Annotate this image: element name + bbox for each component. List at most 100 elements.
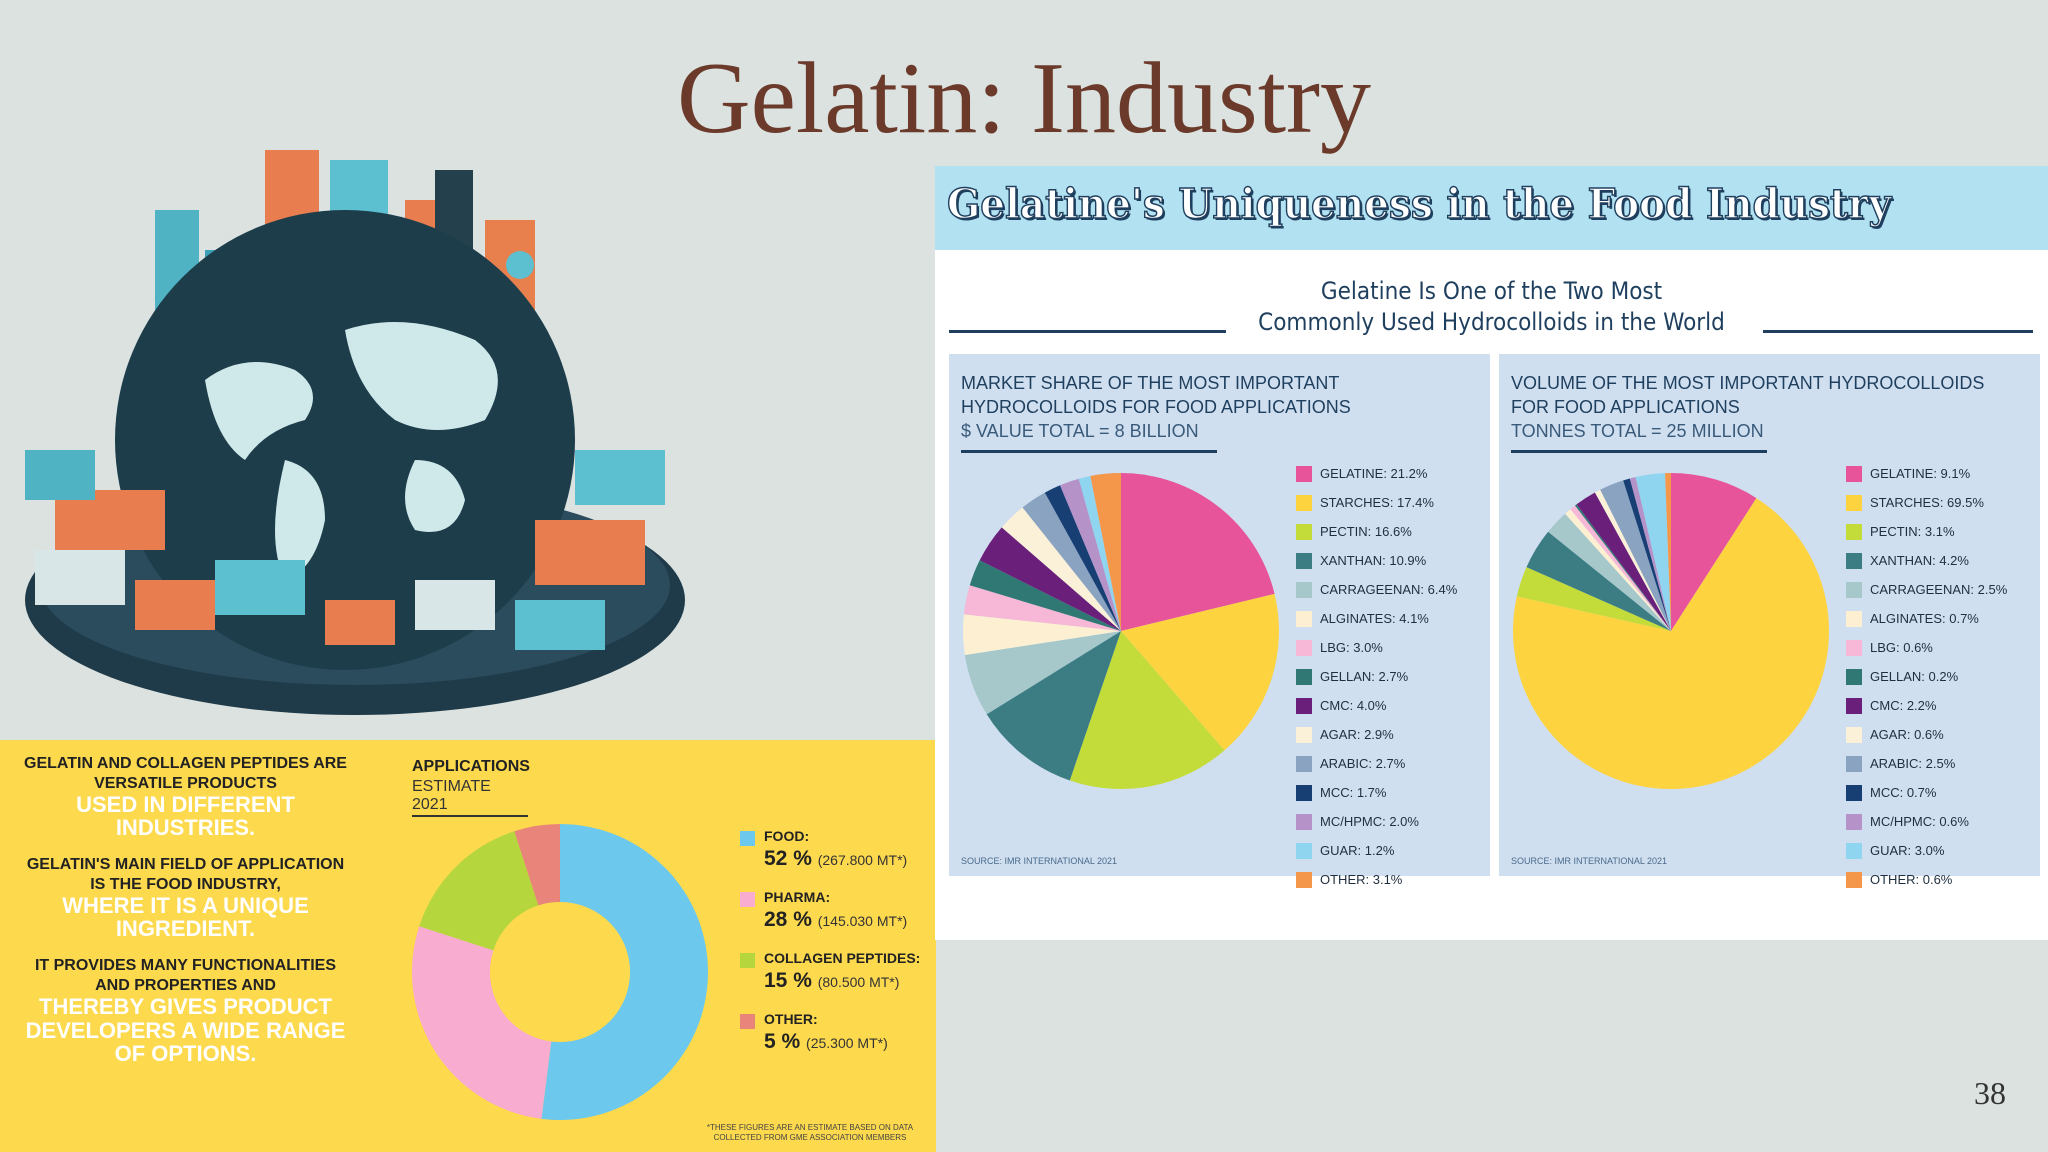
legend-item: MCC: 1.7% bbox=[1296, 785, 1457, 814]
legend-swatch bbox=[740, 892, 755, 907]
description-highlight-text: THEREBY GIVES PRODUCT DEVELOPERS A WIDE … bbox=[25, 994, 346, 1066]
legend-label: LBG: 3.0% bbox=[1320, 640, 1383, 655]
legend-swatch bbox=[1846, 466, 1862, 482]
pie-slice bbox=[1576, 492, 1671, 631]
legend-item: ARABIC: 2.7% bbox=[1296, 756, 1457, 785]
description-dark-text: GELATIN'S MAIN FIELD OF APPLICATION IS T… bbox=[26, 856, 345, 893]
legend-item: PHARMA: 28 % (145.030 MT*) bbox=[740, 889, 920, 950]
legend-swatch bbox=[1296, 611, 1312, 627]
legend-label: CMC: 4.0% bbox=[1320, 698, 1387, 713]
pie-slice bbox=[1090, 473, 1121, 631]
legend-value: 15 % (80.500 MT*) bbox=[764, 969, 920, 993]
description-dark-text: IT PROVIDES MANY FUNCTIONALITIES AND PRO… bbox=[34, 957, 337, 994]
pie-slice bbox=[1069, 631, 1225, 789]
continent bbox=[275, 460, 325, 580]
chart-box-total: $ VALUE TOTAL = 8 BILLION bbox=[961, 420, 1199, 441]
legend-label: ARABIC: 2.7% bbox=[1320, 756, 1406, 771]
description-highlight-text: USED IN DIFFERENT INDUSTRIES. bbox=[76, 792, 295, 841]
legend-swatch bbox=[1296, 843, 1312, 859]
legend-swatch bbox=[1846, 727, 1862, 743]
legend-item: PECTIN: 16.6% bbox=[1296, 524, 1457, 553]
container bbox=[35, 550, 125, 605]
pie-slice bbox=[979, 527, 1121, 631]
chart-box-title: VOLUME OF THE MOST IMPORTANT HYDROCOLLOI… bbox=[1511, 372, 1984, 444]
pie-slice bbox=[1548, 513, 1671, 631]
legend-swatch bbox=[740, 1014, 755, 1029]
legend-item: STARCHES: 69.5% bbox=[1846, 495, 2007, 524]
legend-label: MCC: 0.7% bbox=[1870, 785, 1937, 800]
legend-swatch bbox=[1296, 553, 1312, 569]
pie-slice bbox=[963, 614, 1121, 656]
legend-swatch bbox=[1296, 524, 1312, 540]
divider-rule bbox=[1763, 330, 2033, 333]
pie-slice bbox=[1001, 507, 1121, 631]
pie-slice bbox=[1022, 492, 1121, 631]
chart-box-title: MARKET SHARE OF THE MOST IMPORTANT HYDRO… bbox=[961, 372, 1351, 444]
legend-label: COLLAGEN PEPTIDES: bbox=[764, 950, 921, 966]
legend-value: 52 % (267.800 MT*) bbox=[764, 847, 920, 871]
pie-slice bbox=[1575, 504, 1671, 631]
legend-item: OTHER: 0.6% bbox=[1846, 872, 2007, 901]
legend-label: GELLAN: 0.2% bbox=[1870, 669, 1959, 684]
legend-item: ALGINATES: 4.1% bbox=[1296, 611, 1457, 640]
volume-pie-chart bbox=[1513, 473, 1829, 789]
legend-item: CARRAGEENAN: 6.4% bbox=[1296, 582, 1457, 611]
legend-label: XANTHAN: 4.2% bbox=[1870, 553, 1969, 568]
legend-swatch bbox=[1846, 553, 1862, 569]
legend-item: LBG: 3.0% bbox=[1296, 640, 1457, 669]
legend-swatch bbox=[1296, 756, 1312, 772]
legend-item: GELLAN: 0.2% bbox=[1846, 669, 2007, 698]
applications-description: GELATIN AND COLLAGEN PEPTIDES ARE VERSAT… bbox=[18, 754, 353, 1081]
infographic-banner: Gelatine's Uniqueness in the Food Indust… bbox=[935, 166, 2048, 250]
pie-slice bbox=[1629, 477, 1671, 631]
pie-slice bbox=[1516, 567, 1671, 631]
legend-swatch bbox=[1296, 727, 1312, 743]
legend-tonnage: (80.500 MT*) bbox=[817, 974, 900, 990]
legend-item: CARRAGEENAN: 2.5% bbox=[1846, 582, 2007, 611]
legend-label: GELATINE: 9.1% bbox=[1870, 466, 1971, 481]
legend-label: AGAR: 0.6% bbox=[1870, 727, 1944, 742]
legend-swatch bbox=[1846, 698, 1862, 714]
container bbox=[215, 560, 305, 615]
pie-slice bbox=[1623, 478, 1671, 631]
pie-slice bbox=[1635, 473, 1671, 631]
pie-slice bbox=[541, 824, 708, 1120]
legend-swatch bbox=[1296, 698, 1312, 714]
legend-item: STARCHES: 17.4% bbox=[1296, 495, 1457, 524]
applications-panel: GELATIN AND COLLAGEN PEPTIDES ARE VERSAT… bbox=[0, 740, 936, 1152]
container bbox=[325, 600, 395, 645]
container bbox=[575, 450, 665, 505]
legend-label: ALGINATES: 4.1% bbox=[1320, 611, 1429, 626]
pie-slice bbox=[964, 631, 1121, 715]
applications-donut-chart bbox=[412, 824, 708, 1120]
legend-swatch bbox=[1846, 524, 1862, 540]
description-block: GELATIN'S MAIN FIELD OF APPLICATION IS T… bbox=[18, 855, 353, 940]
subtitle-line: Commonly Used Hydrocolloids in the World bbox=[1258, 308, 1725, 337]
legend-swatch bbox=[740, 953, 755, 968]
chart-box-underline bbox=[961, 450, 1217, 453]
pie-slice bbox=[514, 824, 560, 906]
legend-item: GELATINE: 9.1% bbox=[1846, 466, 2007, 495]
legend-tonnage: (145.030 MT*) bbox=[817, 913, 908, 929]
description-block: GELATIN AND COLLAGEN PEPTIDES ARE VERSAT… bbox=[18, 754, 353, 839]
legend-swatch bbox=[1846, 495, 1862, 511]
pie-slice bbox=[1600, 480, 1671, 631]
legend-item: ALGINATES: 0.7% bbox=[1846, 611, 2007, 640]
divider-rule bbox=[949, 330, 1226, 333]
legend-label: MC/HPMC: 0.6% bbox=[1870, 814, 1969, 829]
legend-item: CMC: 4.0% bbox=[1296, 698, 1457, 727]
legend-item: GELLAN: 2.7% bbox=[1296, 669, 1457, 698]
legend-item: XANTHAN: 10.9% bbox=[1296, 553, 1457, 582]
container bbox=[135, 580, 215, 630]
legend-percent: 15 % bbox=[764, 969, 818, 992]
legend-item: XANTHAN: 4.2% bbox=[1846, 553, 2007, 582]
pie-slice bbox=[1121, 473, 1275, 631]
legend-label: CARRAGEENAN: 6.4% bbox=[1320, 582, 1458, 597]
container bbox=[25, 450, 95, 500]
applications-legend: FOOD: 52 % (267.800 MT*) PHARMA: 28 % (145.… bbox=[740, 828, 920, 1072]
applications-chart-subtitle: ESTIMATE 2021 bbox=[412, 778, 528, 817]
pie-slice bbox=[1570, 505, 1671, 631]
legend-item: GUAR: 3.0% bbox=[1846, 843, 2007, 872]
chart-source: SOURCE: IMR INTERNATIONAL 2021 bbox=[961, 856, 1118, 866]
pie-slice bbox=[1594, 489, 1671, 631]
